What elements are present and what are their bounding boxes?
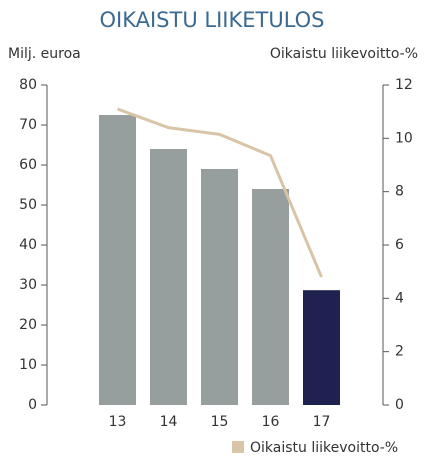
x-tick-label: 15 — [211, 414, 229, 430]
y-tick-label: 40 — [19, 237, 37, 253]
x-tick-label: 13 — [109, 414, 127, 430]
bar — [99, 115, 136, 405]
bar — [252, 189, 289, 405]
y-tick-label: 70 — [19, 117, 37, 133]
y2-tick-label: 10 — [395, 130, 413, 146]
y2-tick-label: 12 — [395, 77, 413, 93]
bar — [201, 169, 238, 405]
y2-tick-label: 4 — [395, 290, 404, 306]
chart-title: OIKAISTU LIIKETULOS — [99, 8, 324, 32]
legend-swatch — [232, 441, 244, 453]
y-tick-label: 30 — [19, 277, 37, 293]
y-tick-label: 10 — [19, 357, 37, 373]
bar — [303, 290, 340, 405]
bar — [150, 149, 187, 405]
y2-tick-label: 0 — [395, 397, 404, 413]
y-tick-label: 0 — [28, 397, 37, 413]
y-tick-label: 60 — [19, 157, 37, 173]
x-tick-label: 17 — [313, 414, 331, 430]
y2-tick-label: 8 — [395, 184, 404, 200]
y-tick-label: 20 — [19, 317, 37, 333]
line-series — [116, 107, 323, 278]
y-tick-label: 80 — [19, 77, 37, 93]
y-tick-label: 50 — [19, 197, 37, 213]
y2-axis-label: Oikaistu liikevoitto-% — [270, 46, 418, 62]
y-axis-label: Milj. euroa — [8, 46, 81, 62]
x-tick-label: 14 — [160, 414, 178, 430]
legend-label: Oikaistu liikevoitto-% — [250, 440, 398, 456]
y2-tick-label: 6 — [395, 237, 404, 253]
x-tick-label: 16 — [262, 414, 280, 430]
y2-tick-label: 2 — [395, 344, 404, 360]
